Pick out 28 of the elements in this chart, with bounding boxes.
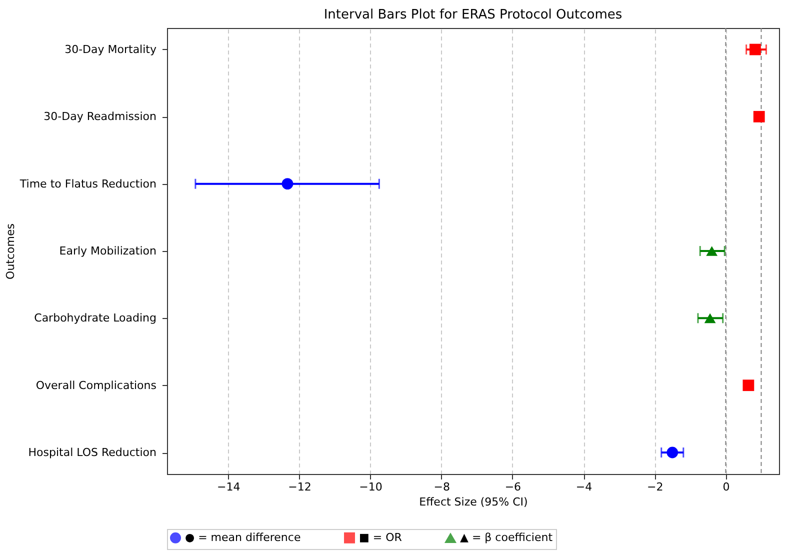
point [666,446,678,458]
point [706,246,718,256]
x-tick-label: −14 [217,480,240,494]
y-tick-label: 30-Day Mortality [64,42,157,56]
y-tick-label: Early Mobilization [59,244,157,258]
legend-label: ■ = OR [359,530,402,544]
x-axis-title: Effect Size (95% CI) [419,496,528,508]
point [704,313,716,324]
x-tick-label: 0 [722,480,730,494]
x-tick-label: −4 [576,480,592,494]
y-tick-label: Time to Flatus Reduction [18,177,157,190]
y-tick-label: Carbohydrate Loading [34,312,156,325]
y-tick-label: Hospital LOS Reduction [28,446,157,460]
y-tick-label: 30-Day Readmission [44,110,157,124]
chart-title: Interval Bars Plot for ERAS Protocol Outcomes [324,8,622,22]
x-tick-label: −2 [647,480,664,494]
point [749,44,761,56]
legend-label: ▲ = β coefficient [460,531,554,544]
x-tick-label: −12 [288,480,312,494]
y-tick-label: Overall Complications [36,378,157,392]
x-tick-label: −6 [504,480,522,494]
point [742,380,754,392]
y-axis-title: Outcomes [4,223,17,280]
point [753,110,765,122]
legend-label: ● = mean difference [185,530,301,544]
x-tick-label: −10 [359,480,382,494]
point [282,178,294,190]
x-tick-label: −8 [434,480,450,494]
